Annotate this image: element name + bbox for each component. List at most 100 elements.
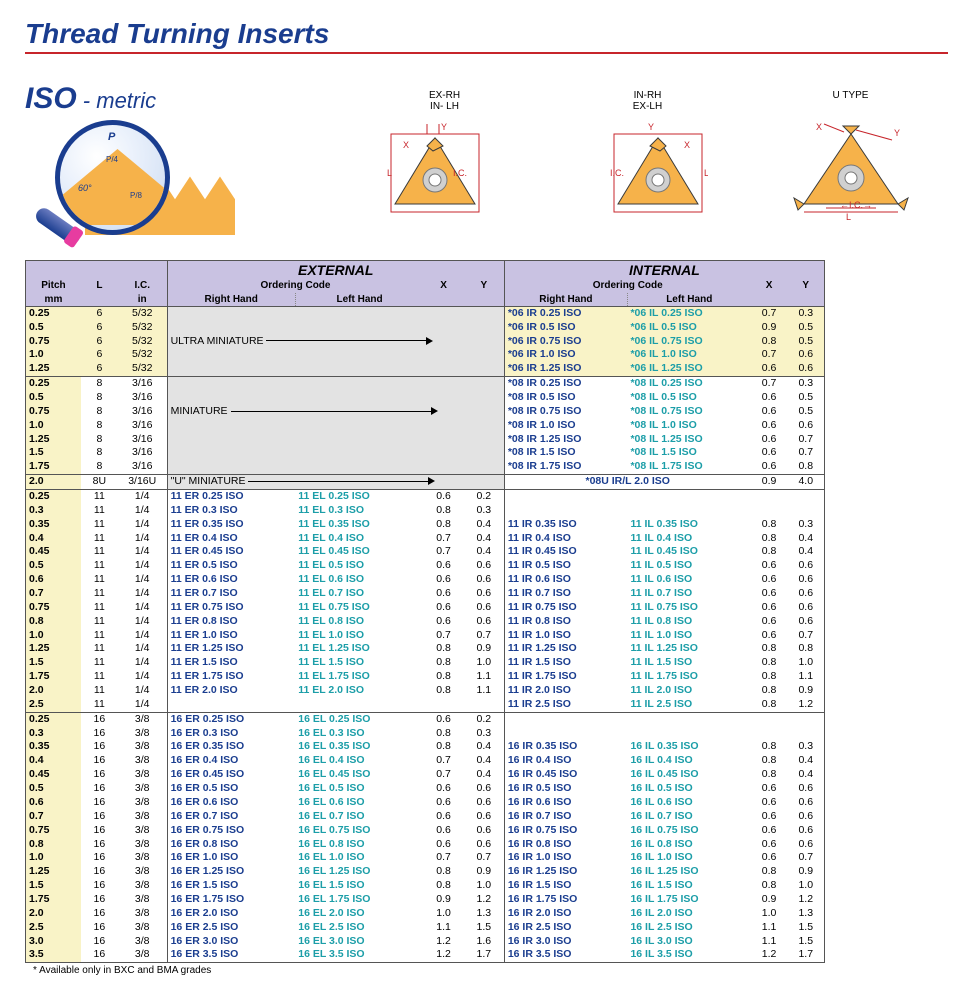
cell: 16 [81, 754, 118, 768]
cell: 16 [81, 768, 118, 782]
cell: 16 IL 0.4 ISO [627, 754, 750, 768]
cell: 6 [81, 306, 118, 320]
cell: 11 IR 2.5 ISO [504, 698, 627, 712]
cell: 1.0 [464, 656, 505, 670]
cell: 11 ER 0.6 ISO [167, 573, 295, 587]
cell: 3/16 [118, 405, 167, 419]
iso-block: ISO - metric P 60° P/4 P/8 [25, 82, 325, 250]
cell: 2.5 [26, 921, 81, 935]
cell: 0.6 [751, 446, 788, 460]
cell: 11 ER 0.25 ISO [167, 490, 295, 504]
cell: 11 [81, 601, 118, 615]
cell: 11 IR 1.0 ISO [504, 629, 627, 643]
cell: 3/16 [118, 377, 167, 391]
cell: 16 IR 0.7 ISO [504, 810, 627, 824]
cell: 3.5 [26, 948, 81, 962]
table-row: 1.25163/8 16 ER 1.25 ISO16 EL 1.25 ISO0.… [26, 865, 825, 879]
cell: 0.8 [423, 670, 463, 684]
cell: 0.6 [751, 433, 788, 447]
iso-metric: metric [96, 88, 156, 113]
table-row: 0.4163/8 16 ER 0.4 ISO16 EL 0.4 ISO0.70.… [26, 754, 825, 768]
cell: 1.0 [26, 419, 81, 433]
cell: 3/8 [118, 740, 167, 754]
cell: *08 IL 0.75 ISO [627, 405, 750, 419]
cell: 0.45 [26, 545, 81, 559]
cell: 0.6 [26, 796, 81, 810]
cell: 0.8 [751, 865, 788, 879]
cell: 1.75 [26, 670, 81, 684]
cell: 0.8 [751, 740, 788, 754]
cell: 1.2 [751, 948, 788, 962]
cell: 16 IR 0.5 ISO [504, 782, 627, 796]
magnifier-diagram: P 60° P/4 P/8 [25, 120, 255, 250]
cell: 11 [81, 573, 118, 587]
table-row: 0.35163/8 16 ER 0.35 ISO16 EL 0.35 ISO0.… [26, 740, 825, 754]
cell: 1.2 [423, 935, 463, 949]
cell: 1.2 [423, 948, 463, 962]
cell: 16 IL 2.5 ISO [627, 921, 750, 935]
cell: 1.25 [26, 642, 81, 656]
cell: 11 ER 0.75 ISO [167, 601, 295, 615]
cell: 3/8 [118, 754, 167, 768]
cell: 3/8 [118, 907, 167, 921]
cell [504, 490, 627, 504]
cell: 11 EL 0.8 ISO [295, 615, 423, 629]
cell: 11 ER 0.45 ISO [167, 545, 295, 559]
cell: 0.8 [751, 656, 788, 670]
cell: 0.7 [423, 532, 463, 546]
cell: 1/4 [118, 532, 167, 546]
hdr-y-e: Y [464, 279, 505, 292]
cell: 16 IL 3.5 ISO [627, 948, 750, 962]
cell: 16 [81, 879, 118, 893]
cell: 0.8 [751, 545, 788, 559]
cell: 11 [81, 656, 118, 670]
cell: 16 IL 0.6 ISO [627, 796, 750, 810]
cell: 0.4 [788, 545, 825, 559]
insert-icon: I.C. X Y L [588, 116, 708, 221]
table-row: 1.75163/8 16 ER 1.75 ISO16 EL 1.75 ISO0.… [26, 893, 825, 907]
cell: 0.8 [423, 518, 463, 532]
cell: 0.35 [26, 740, 81, 754]
cell: 1/4 [118, 518, 167, 532]
hdr-lh-i: Left Hand [627, 293, 750, 307]
cell: 16 EL 0.75 ISO [295, 824, 423, 838]
l-label: L [704, 168, 708, 178]
cell: 16 EL 3.0 ISO [295, 935, 423, 949]
cell [504, 712, 627, 726]
cell: 0.5 [788, 321, 825, 335]
cell: 0.6 [751, 391, 788, 405]
cell: 0.6 [788, 362, 825, 376]
table-row: 0.6163/8 16 ER 0.6 ISO16 EL 0.6 ISO0.60.… [26, 796, 825, 810]
cell: 3/8 [118, 712, 167, 726]
cell: 0.4 [26, 754, 81, 768]
cell: 0.8 [423, 865, 463, 879]
cell: 11 ER 0.8 ISO [167, 615, 295, 629]
cell: 16 IL 1.5 ISO [627, 879, 750, 893]
cell: 4.0 [788, 475, 825, 490]
cell: 16 [81, 935, 118, 949]
diagram-inrh: IN-RH EX-LH I.C. X Y L [570, 90, 725, 221]
cell: 0.3 [464, 504, 505, 518]
cell: 0.6 [423, 587, 463, 601]
cell: 11 IL 1.0 ISO [627, 629, 750, 643]
cell: 0.5 [26, 321, 81, 335]
cell: 0.6 [751, 362, 788, 376]
blank [167, 419, 504, 475]
table-row: 3.5163/8 16 ER 3.5 ISO16 EL 3.5 ISO1.21.… [26, 948, 825, 962]
iso-text: ISO [25, 82, 77, 115]
cell: 0.25 [26, 377, 81, 391]
cell: 0.8 [751, 684, 788, 698]
cell: 11 IR 0.4 ISO [504, 532, 627, 546]
cell: 11 ER 1.75 ISO [167, 670, 295, 684]
l-label: L [846, 212, 851, 221]
cell: *08 IR 1.75 ISO [504, 460, 627, 474]
cell: 0.3 [464, 727, 505, 741]
cell: 0.25 [26, 490, 81, 504]
cell: 0.8 [26, 615, 81, 629]
cell: 16 ER 0.3 ISO [167, 727, 295, 741]
cell: 11 IL 2.5 ISO [627, 698, 750, 712]
cell: 1.25 [26, 865, 81, 879]
cell: 11 [81, 670, 118, 684]
cell [788, 504, 825, 518]
cell: 1.2 [788, 698, 825, 712]
